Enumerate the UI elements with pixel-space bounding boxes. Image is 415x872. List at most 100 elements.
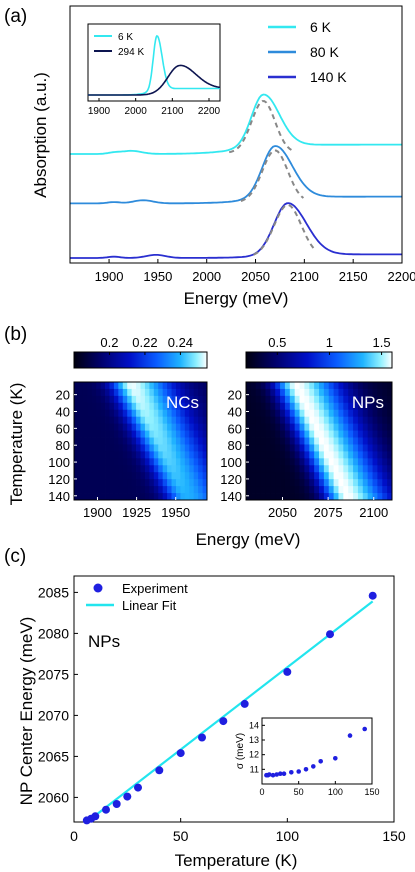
heatmap-cell: [109, 402, 115, 411]
heatmap-cell: [260, 395, 266, 404]
heatmap-cell: [144, 465, 150, 473]
heatmap-cell: [280, 486, 286, 494]
heatmap-cell: [153, 465, 159, 473]
heatmap-cell: [377, 409, 383, 418]
heatmap-cell: [113, 388, 119, 397]
heatmap-cell: [387, 458, 393, 466]
heatmap-cell: [122, 388, 128, 397]
heatmap-cell: [348, 465, 354, 473]
heatmap-cell: [105, 437, 110, 445]
heatmap-cell: [202, 423, 208, 431]
heatmap-cell: [333, 479, 339, 487]
heatmap-cell: [193, 388, 199, 397]
heatmap-cell: [96, 388, 101, 397]
heatmap-cell: [100, 409, 106, 418]
heatmap-cell: [100, 416, 106, 425]
heatmap-cell: [105, 423, 110, 431]
heatmap-cell: [136, 395, 141, 404]
heatmap-cell: [372, 437, 378, 445]
heatmap-cell: [82, 395, 88, 404]
heatmap-cell: [382, 486, 388, 494]
heatmap-cell: [304, 402, 310, 411]
heatmap-cell: [198, 395, 203, 404]
heatmap-cell: [314, 430, 320, 438]
heatmap-cell: [78, 444, 84, 452]
heatmap-cell: [100, 451, 106, 459]
heatmap-cell: [149, 458, 155, 466]
heatmap-cell: [367, 437, 373, 445]
heatmap-cell: [328, 382, 334, 390]
heatmap-cell: [82, 465, 88, 473]
heatmap-cell: [328, 472, 334, 480]
heatmap-cell: [299, 451, 305, 459]
heatmap-cell: [294, 479, 300, 487]
heatmap-cell: [357, 458, 364, 466]
heatmap-cell: [250, 382, 257, 390]
heatmap-y-tick-label-0-2: 60: [56, 421, 70, 436]
heatmap-cell: [353, 493, 359, 501]
heatmap-cell: [193, 437, 199, 445]
heatmap-cell: [109, 444, 115, 452]
heatmap-cell: [343, 395, 349, 404]
inset-c-y-tick-label-0: 11: [250, 764, 259, 774]
panel-c-y-axis-label: NP Center Energy (meV): [17, 617, 36, 806]
colorbar-tick-label-0-2: 0.24: [168, 335, 193, 350]
heatmap-y-tick-label-1-5: 120: [220, 472, 242, 487]
heatmap-cell: [153, 416, 159, 425]
heatmap-cell: [265, 444, 271, 452]
heatmap-cell: [323, 402, 330, 411]
heatmap-cell: [280, 402, 286, 411]
heatmap-cell: [193, 430, 199, 438]
heatmap-cell: [144, 382, 150, 390]
heatmap-cell: [202, 465, 208, 473]
heatmap-cell: [250, 458, 257, 466]
heatmap-cell: [180, 465, 186, 473]
heatmap-cell: [348, 382, 354, 390]
heatmap-cell: [377, 423, 383, 431]
heatmap-cell: [171, 451, 177, 459]
heatmap-y-tick-label-0-1: 40: [56, 405, 70, 420]
heatmap-cell: [387, 395, 393, 404]
panel-b-y-axis-label: Temperature (K): [7, 383, 26, 506]
heatmap-cell: [118, 465, 124, 473]
heatmap-cell: [280, 423, 286, 431]
heatmap-cell: [284, 451, 291, 459]
heatmap-cell: [319, 402, 325, 411]
heatmap-cell: [198, 465, 203, 473]
heatmap-cell: [319, 486, 325, 494]
heatmap-cell: [304, 382, 310, 390]
heatmap-cell: [265, 423, 271, 431]
heatmap-cell: [96, 451, 101, 459]
x-tick-label-4: 2100: [290, 269, 319, 284]
heatmap-cell: [348, 479, 354, 487]
heatmap-cell: [338, 402, 344, 411]
heatmap-cell: [82, 458, 88, 466]
heatmap-cell: [323, 423, 330, 431]
heatmap-cell: [105, 402, 110, 411]
absorption-plot: [70, 93, 402, 259]
heatmap-cell: [304, 430, 310, 438]
heatmap-cell: [82, 493, 88, 501]
heatmap-cell: [189, 465, 195, 473]
heatmap-cell: [113, 479, 119, 487]
heatmap-cell: [323, 388, 330, 397]
heatmap-cell: [343, 479, 349, 487]
heatmap-cell: [171, 382, 177, 390]
heatmap-cell: [260, 388, 266, 397]
heatmap-cell: [280, 479, 286, 487]
heatmap-frame-0: [73, 381, 208, 501]
heatmap-cell: [109, 409, 115, 418]
heatmap-cell: [246, 402, 252, 411]
heatmap-cell: [100, 472, 106, 480]
c-y-tick-label-4: 2080: [38, 625, 69, 641]
heatmap-cell: [74, 430, 79, 438]
heatmap-cell: [323, 395, 330, 404]
heatmap-cell: [109, 486, 115, 494]
heatmap-cell: [127, 465, 133, 473]
heatmap-cell: [96, 472, 101, 480]
heatmap-cell: [314, 382, 320, 390]
heatmap-cell: [82, 388, 88, 397]
heatmap-cell: [162, 472, 168, 480]
heatmap-cell: [338, 388, 344, 397]
heatmap-cell: [140, 388, 146, 397]
